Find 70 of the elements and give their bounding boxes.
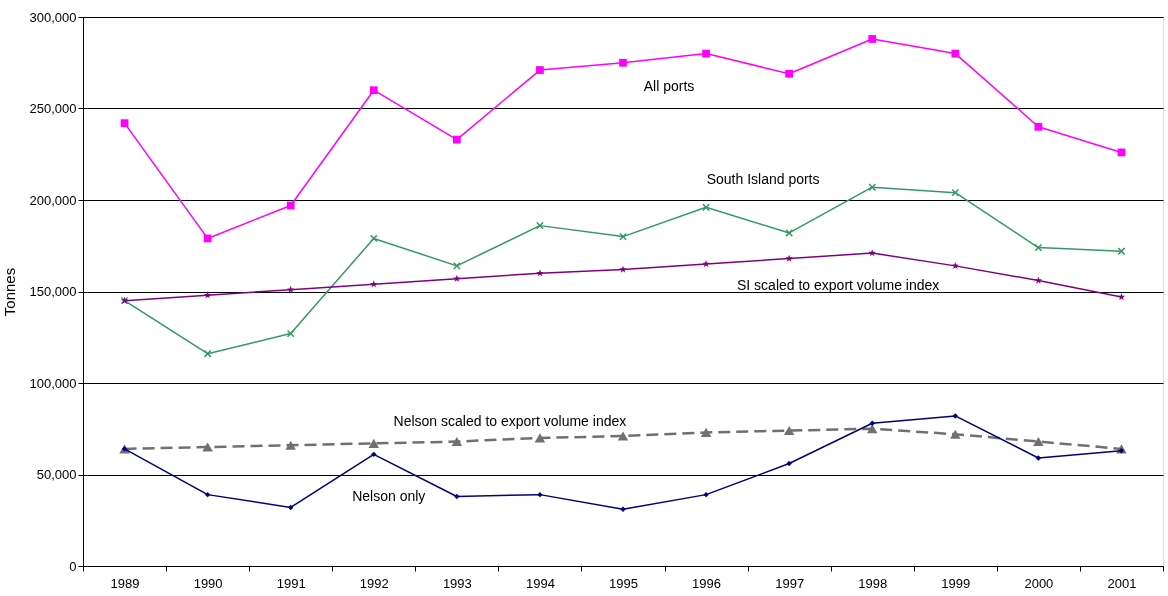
point: [785, 69, 794, 78]
point: [702, 49, 710, 58]
point: [536, 269, 544, 277]
point: [452, 261, 461, 270]
point: [619, 58, 627, 67]
x-tick-label: 1993: [442, 575, 472, 591]
point: [951, 188, 960, 197]
point: [703, 491, 709, 498]
point: [1034, 276, 1043, 284]
y-tick-label: 150,000: [29, 284, 77, 299]
series-label: All ports: [643, 77, 695, 94]
x-tick-label: 1994: [525, 575, 555, 591]
x-tick-label: 2001: [1107, 575, 1137, 591]
series-label: Nelson scaled to export volume index: [393, 412, 627, 429]
x-tick-label: 1996: [692, 575, 722, 591]
y-tick-label: 200,000: [29, 192, 77, 208]
point: [702, 260, 710, 268]
y-tick-label: 250,000: [29, 101, 77, 116]
x-tick-label: 1991: [276, 575, 306, 591]
x-tick-label: 1998: [858, 575, 888, 591]
point: [869, 420, 875, 426]
point: [950, 429, 961, 439]
point: [368, 438, 380, 448]
point: [783, 426, 795, 436]
point: [868, 35, 877, 43]
point: [617, 431, 629, 441]
y-axis-title: Tonnes: [0, 267, 18, 317]
point: [866, 424, 878, 434]
y-tick-label: 100,000: [29, 375, 77, 391]
point: [369, 86, 378, 95]
point: [287, 285, 295, 293]
y-tick-label: 50,000: [36, 467, 77, 482]
x-tick-label: 2000: [1024, 575, 1054, 591]
point: [785, 254, 793, 262]
x-tick-label: 1992: [359, 575, 389, 591]
point: [700, 427, 712, 437]
point: [868, 183, 877, 192]
x-tick-label: 1989: [110, 575, 140, 591]
point: [1034, 122, 1043, 131]
point: [534, 433, 546, 443]
point: [452, 135, 461, 144]
point: [120, 119, 129, 128]
point: [285, 440, 296, 450]
point: [1035, 455, 1042, 461]
point: [451, 437, 463, 447]
series-label: South Island ports: [706, 171, 820, 188]
point: [454, 493, 460, 500]
x-tick-label: 1997: [775, 575, 805, 591]
point: [868, 249, 876, 257]
point: [370, 280, 378, 288]
point: [537, 491, 543, 498]
x-tick-label: 1995: [609, 575, 638, 591]
point: [371, 451, 377, 458]
y-tick-label: 0: [69, 558, 77, 574]
series-label: Nelson only: [352, 488, 426, 505]
series-label: SI scaled to export volume index: [736, 276, 940, 293]
point: [951, 49, 960, 58]
point: [952, 413, 959, 419]
point: [202, 442, 213, 452]
point: [1033, 437, 1044, 447]
y-tick-label: 300,000: [29, 9, 77, 25]
point: [536, 66, 544, 74]
point: [286, 201, 295, 210]
point: [619, 265, 627, 273]
x-tick-label: 1999: [941, 575, 971, 591]
point: [786, 460, 792, 467]
point: [453, 274, 461, 282]
point: [1034, 243, 1043, 252]
point: [620, 506, 626, 513]
x-tick-label: 1990: [193, 575, 223, 591]
